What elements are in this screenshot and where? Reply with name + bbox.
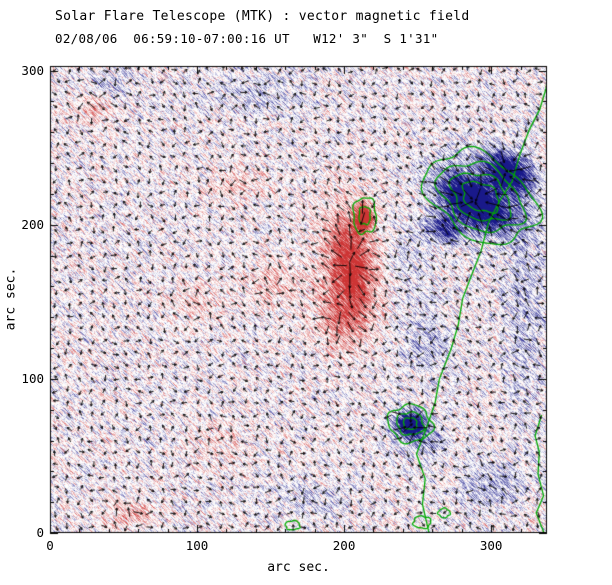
x-tick-label-200: 200 [332,538,356,553]
plot-title: Solar Flare Telescope (MTK) : vector mag… [55,9,470,24]
plot-subtitle: 02/08/06 06:59:10-07:00:16 UT W12' 3" S … [55,31,439,46]
x-tick-label-100: 100 [185,538,209,553]
y-tick-label-200: 200 [21,216,44,232]
y-axis-label: arc sec. [3,267,19,331]
y-tick-label-100: 100 [21,370,44,386]
y-tick-label-300: 300 [21,62,44,78]
x-axis-label: arc sec. [267,560,330,575]
y-tick-label-0: 0 [36,525,44,540]
x-tick-label-0: 0 [46,538,54,553]
x-tick-label-300: 300 [479,538,503,553]
